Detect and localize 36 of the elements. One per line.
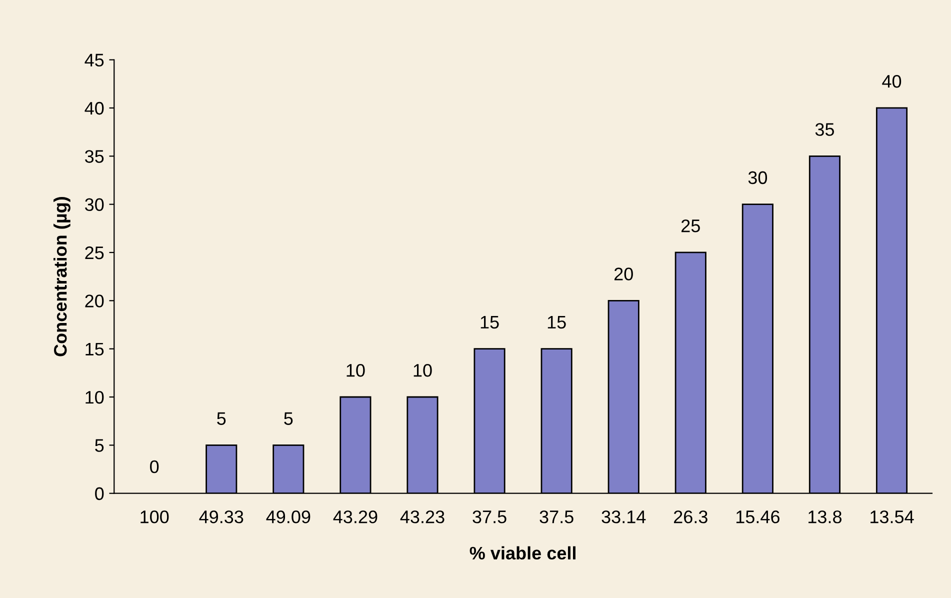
y-tick-label: 15 [86, 342, 104, 356]
data-label: 35 [815, 123, 834, 136]
data-label: 20 [614, 268, 633, 280]
y-tick-label: 0 [95, 487, 104, 500]
x-tick-label: 37.5 [540, 510, 574, 524]
x-tick-label: 49.33 [199, 510, 244, 524]
data-label: 30 [748, 171, 768, 184]
x-tick-label: 37.5 [472, 510, 506, 524]
y-tick-label: 35 [85, 150, 104, 163]
x-tick-label: 13.8 [808, 510, 842, 524]
x-tick-label: 26.3 [674, 510, 708, 524]
x-tick-label: 33.14 [602, 510, 646, 524]
data-label: 5 [284, 412, 293, 425]
data-label: 40 [882, 74, 902, 88]
data-label: 10 [414, 364, 432, 377]
y-tick-label: 40 [84, 102, 104, 115]
y-tick-label: 45 [84, 54, 104, 67]
y-tick-label: 30 [85, 198, 104, 212]
y-tick-label: 5 [95, 439, 104, 452]
x-tick-label: 15.46 [736, 510, 780, 524]
y-tick-label: 10 [86, 390, 104, 404]
data-label: 15 [548, 316, 566, 329]
x-tick-label: 43.23 [400, 510, 444, 524]
x-tick-label: 49.09 [266, 510, 310, 524]
y-tick-label: 25 [85, 246, 104, 260]
data-label: 25 [682, 219, 700, 232]
data-label: 15 [480, 316, 499, 329]
x-axis-title: % viable cell [470, 546, 576, 560]
x-tick-label: 13.54 [870, 510, 914, 524]
x-tick-label: 100 [140, 510, 169, 524]
y-axis-title: Concentration (µg) [54, 197, 70, 356]
data-label: 0 [150, 460, 159, 474]
data-label: 10 [346, 364, 365, 377]
y-tick-label: 20 [85, 294, 104, 308]
x-tick-label: 43.29 [333, 510, 378, 524]
data-label: 5 [217, 412, 226, 425]
